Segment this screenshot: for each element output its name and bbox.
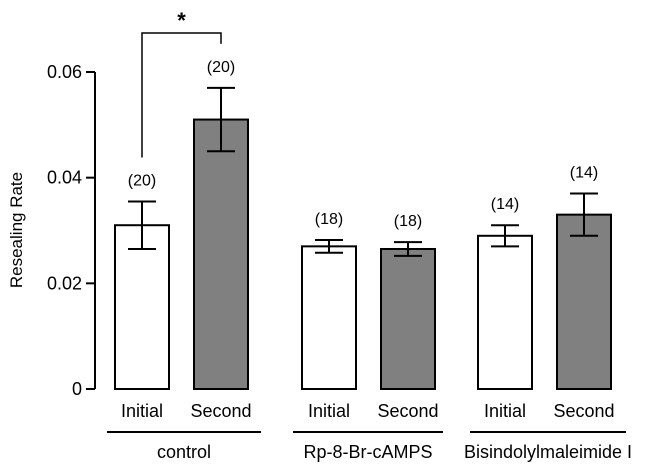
n-label-control-initial: (20) [128, 172, 156, 189]
category-label-bisindolylmaleimide-i-initial: Initial [484, 401, 526, 421]
category-label-control-initial: Initial [121, 401, 163, 421]
group-label-bisindolylmaleimide-i: Bisindolylmaleimide I [464, 442, 632, 462]
category-label-control-second: Second [190, 401, 251, 421]
labels: (20) Initial (20) Second control (18) Initial (… [107, 8, 632, 462]
y-tick-label: 0.06 [47, 62, 82, 82]
significance-bracket [141, 32, 222, 158]
significance-marker: * [177, 8, 186, 33]
n-label-bisindolylmaleimide-i-second: (14) [570, 165, 598, 182]
y-tick-label: 0.02 [47, 273, 82, 293]
n-label-bisindolylmaleimide-i-initial: (14) [491, 196, 519, 213]
n-label-control-second: (20) [207, 59, 235, 76]
bar-control-initial [114, 224, 170, 390]
y-tick-label: 0 [72, 379, 82, 399]
y-axis-ticks: 0 0.02 0.04 0.06 [47, 62, 95, 399]
y-axis-label: Resealing Rate [7, 172, 26, 288]
bars [114, 86, 612, 391]
group-label-control: control [157, 442, 211, 462]
category-label-rp-8-br-camps-second: Second [377, 401, 438, 421]
category-label-bisindolylmaleimide-i-second: Second [553, 401, 614, 421]
bar-bisindolylmaleimide-i-second [556, 213, 612, 390]
n-label-rp-8-br-camps-initial: (18) [315, 211, 343, 228]
n-label-rp-8-br-camps-second: (18) [394, 213, 422, 230]
bar-control-second [193, 118, 249, 391]
bar-rp-8-br-camps-initial [301, 245, 357, 390]
bar-rp-8-br-camps-second [380, 247, 436, 390]
category-label-rp-8-br-camps-initial: Initial [308, 401, 350, 421]
bar-bisindolylmaleimide-i-initial [477, 234, 533, 390]
group-label-rp-8-br-camps: Rp-8-Br-cAMPS [303, 442, 432, 462]
y-tick-label: 0.04 [47, 168, 82, 188]
